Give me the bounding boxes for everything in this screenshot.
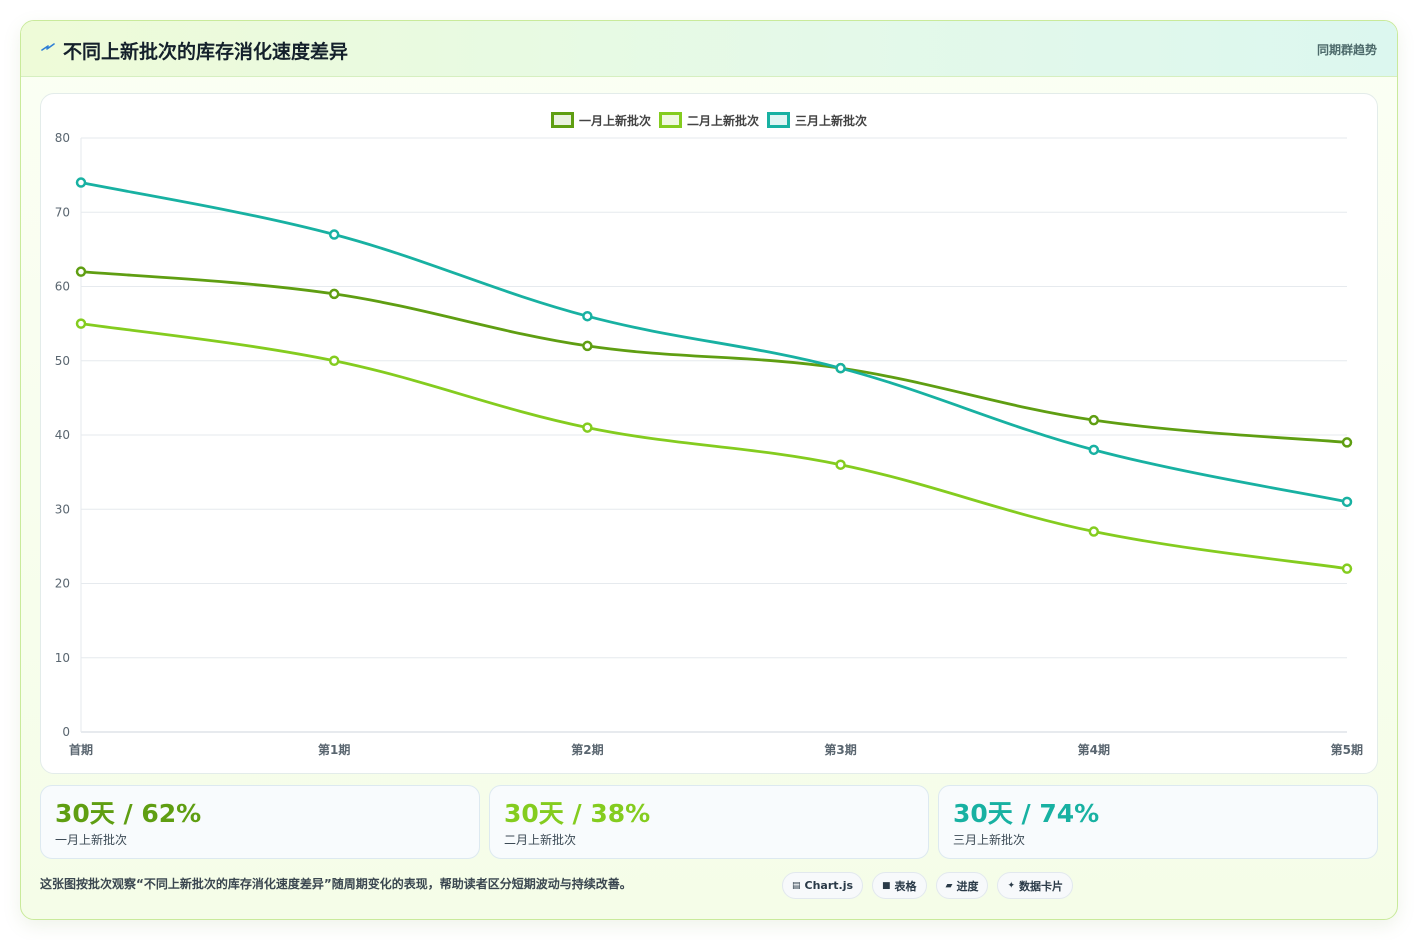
bolt-icon [41, 43, 55, 51]
x-tick-label: 第5期 [1331, 742, 1363, 757]
kpi-label: 一月上新批次 [55, 833, 128, 847]
kpi-label: 二月上新批次 [504, 833, 577, 847]
y-tick-label: 80 [55, 131, 70, 145]
chart-legend: 一月上新批次 二月上新批次 三月上新批次 [41, 111, 1377, 129]
legend-label: 二月上新批次 [686, 113, 759, 128]
data-point [328, 355, 340, 366]
data-point [835, 459, 846, 470]
data-point [75, 177, 87, 188]
data-point [1088, 526, 1100, 537]
x-tick-label: 第2期 [571, 742, 603, 757]
kpi-card-march: 30天 / 74% 三月上新批次 [938, 785, 1378, 859]
x-tick-label: 第4期 [1078, 742, 1110, 757]
y-tick-label: 20 [55, 577, 70, 591]
legend-swatch [658, 112, 682, 128]
data-point [1088, 444, 1100, 456]
data-point [1341, 563, 1353, 574]
chip-data-cards[interactable]: ✦ 数据卡片 [997, 872, 1074, 899]
legend-item[interactable]: 二月上新批次 [658, 111, 759, 129]
chip-label: 数据卡片 [1019, 879, 1064, 893]
legend-item[interactable]: 三月上新批次 [767, 111, 867, 129]
data-point [75, 266, 87, 277]
kpi-card-january: 30天 / 62% 一月上新批次 [40, 785, 480, 859]
kpi-card-february: 30天 / 38% 二月上新批次 [489, 785, 929, 859]
chip-label: Chart.js [804, 879, 854, 892]
kpi-value: 30天 / 74% [953, 799, 1100, 828]
y-tick-label: 50 [55, 354, 70, 368]
x-tick-label: 首期 [69, 742, 93, 757]
feature-chips: ▤ Chart.js ■ 表格 ▰ 进度 ✦ 数据卡片 [782, 872, 1074, 899]
chart-area: 一月上新批次 二月上新批次 三月上新批次 0 10 20 30 40 50 60 70 80 首期 第1… [40, 93, 1378, 774]
legend-label: 一月上新批次 [578, 113, 651, 128]
data-point [582, 340, 593, 352]
kpi-label: 三月上新批次 [953, 833, 1026, 847]
legend-item[interactable]: 一月上新批次 [550, 111, 651, 129]
card-header: 不同上新批次的库存消化速度差异 同期群趋势 [21, 21, 1397, 77]
y-tick-label: 60 [55, 280, 70, 294]
legend-swatch [767, 112, 790, 128]
chip-progress[interactable]: ▰ 进度 [935, 872, 989, 899]
chip-label: 进度 [956, 879, 979, 893]
data-point [75, 318, 87, 329]
legend-swatch [550, 112, 574, 128]
y-tick-label: 30 [55, 502, 70, 516]
x-tick-label: 第1期 [318, 742, 350, 757]
cohort-trend-label: 同期群趋势 [1316, 43, 1377, 57]
data-point [328, 288, 340, 300]
series-line [80, 270, 1348, 444]
sparkle-icon: ✦ [1007, 880, 1016, 891]
line-chart: 0 10 20 30 40 50 60 70 80 首期 第1期 第2期 第3期 第4期 第5期 [55, 131, 1363, 757]
data-point [1341, 496, 1353, 508]
data-point [582, 422, 593, 433]
data-point [582, 310, 593, 322]
y-tick-label: 70 [55, 205, 70, 219]
data-point [1088, 414, 1100, 426]
x-tick-label: 第3期 [824, 742, 856, 757]
data-point [1341, 437, 1353, 448]
y-tick-label: 40 [55, 428, 70, 442]
series-line [80, 322, 1348, 571]
kpi-value: 30天 / 62% [55, 799, 202, 828]
table-icon: ■ [882, 880, 891, 891]
chart-icon: ▤ [792, 880, 801, 891]
chip-table[interactable]: ■ 表格 [872, 872, 927, 899]
page-title: 不同上新批次的库存消化速度差异 [63, 41, 349, 63]
chart-description: 这张图按批次观察“不同上新批次的库存消化速度差异”随周期变化的表现，帮助读者区分… [40, 877, 632, 891]
chip-chartjs[interactable]: ▤ Chart.js [782, 872, 864, 899]
data-point [835, 362, 846, 374]
y-tick-label: 10 [55, 651, 70, 665]
progress-icon: ▰ [945, 880, 953, 891]
data-point [328, 229, 340, 240]
legend-label: 三月上新批次 [795, 113, 868, 128]
kpi-value: 30天 / 38% [504, 799, 651, 828]
chip-label: 表格 [894, 879, 917, 893]
series-line [80, 181, 1348, 504]
chart-card: 不同上新批次的库存消化速度差异 同期群趋势 一月上新批次 二月上新批次 三月上新批次… [20, 20, 1398, 920]
y-tick-label: 0 [62, 725, 70, 739]
